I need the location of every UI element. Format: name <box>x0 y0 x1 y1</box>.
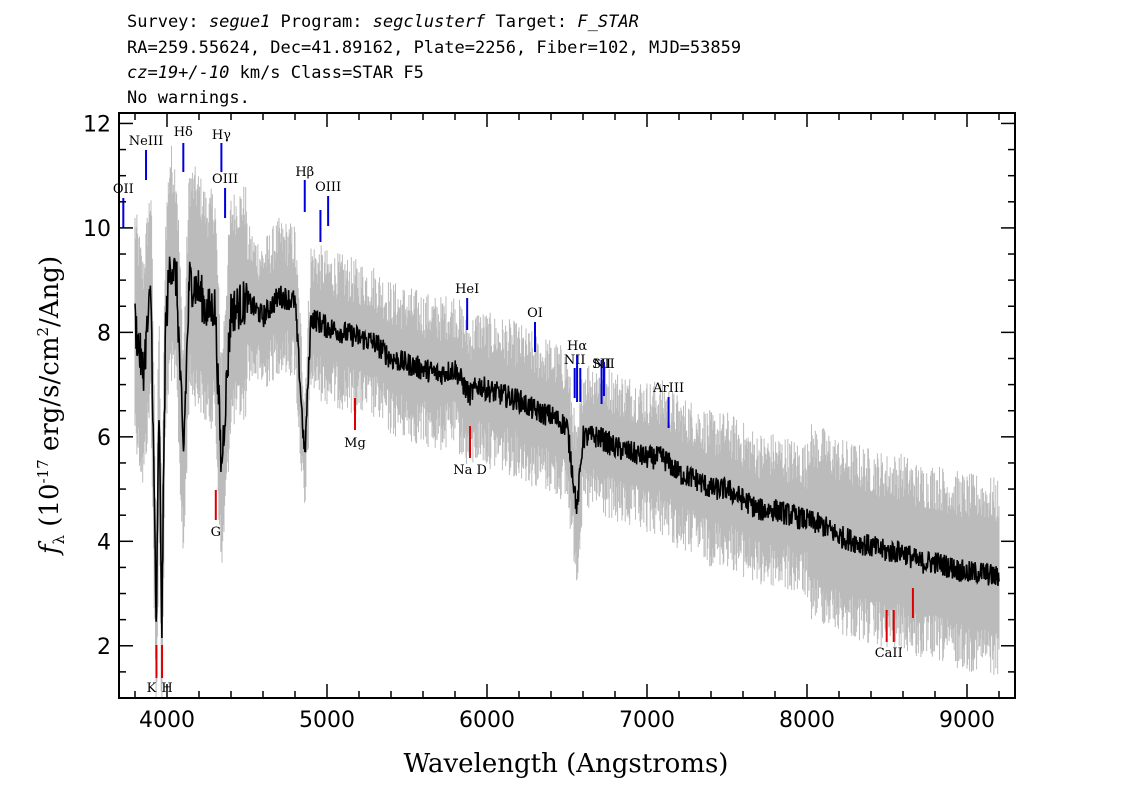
x-tick-label: 4000 <box>139 708 195 733</box>
header-line-4: No warnings. <box>127 88 250 108</box>
y-axis-title: fλ (10-17 erg/s/cm2/Ang) <box>34 256 68 556</box>
flux-series <box>134 256 1000 639</box>
emission-line-label-OIII_4363: OIII <box>212 172 238 187</box>
emission-line-label-OII: OII <box>113 182 134 197</box>
x-tick-label: 5000 <box>299 708 355 733</box>
absorption-line-label-K: K <box>147 681 157 696</box>
emission-line-label-Hgamma: Hγ <box>212 128 231 143</box>
emission-line-label-Hdelta: Hδ <box>174 125 193 140</box>
x-tick-label: 7000 <box>619 708 675 733</box>
absorption-line-label-NaD: Na D <box>453 463 487 478</box>
absorption-line-label-CaII_8542: CaII <box>875 646 903 661</box>
y-axis-title-text: fλ (10-17 erg/s/cm2/Ang) <box>34 256 68 556</box>
emission-line-label-NII_6548: NII <box>564 353 586 368</box>
emission-line-label-SII_6716: SII <box>592 357 611 372</box>
y-tick-label: 6 <box>97 426 111 451</box>
header-line-3: cz=19+/-10 km/s Class=STAR F5 <box>127 63 424 83</box>
emission-line-label-Halpha: Hα <box>567 339 587 354</box>
x-tick-label: 6000 <box>459 708 515 733</box>
y-tick-label: 4 <box>97 530 111 555</box>
plot-frame <box>118 112 1016 699</box>
emission-line-label-ArIII: ArIII <box>652 381 684 396</box>
emission-line-label-Hbeta: Hβ <box>295 165 314 180</box>
emission-line-label-SII_6731: NII <box>593 357 615 372</box>
absorption-line-label-Mg: Mg <box>344 436 366 451</box>
emission-line-label-NeIII: NeIII <box>129 134 163 149</box>
error-band <box>134 145 1000 698</box>
error-band-path <box>134 145 1000 698</box>
header-line-2: RA=259.55624, Dec=41.89162, Plate=2256, … <box>127 38 741 58</box>
flux-line <box>134 256 1000 639</box>
y-tick-label: 12 <box>83 112 111 137</box>
absorption-line-label-G: G <box>211 525 221 540</box>
header-line-1: Survey: segue1 Program: segclusterf Targ… <box>127 12 639 32</box>
emission-line-label-HeI: HeI <box>455 282 479 297</box>
header: Survey: segue1 Program: segclusterf Targ… <box>127 12 741 108</box>
x-axis-title: Wavelength (Angstroms) <box>404 749 729 779</box>
x-tick-label: 8000 <box>779 708 835 733</box>
emission-line-label-OIII_5007: OIII <box>315 180 341 195</box>
x-tick-label: 9000 <box>939 708 995 733</box>
emission-line-label-OI: OI <box>527 306 543 321</box>
y-tick-label: 10 <box>83 217 111 242</box>
y-tick-label: 2 <box>97 635 111 660</box>
y-tick-label: 8 <box>97 321 111 346</box>
axes: 4000 5000 6000 7000 8000 9000 2 4 6 8 10 12 <box>83 112 1016 733</box>
